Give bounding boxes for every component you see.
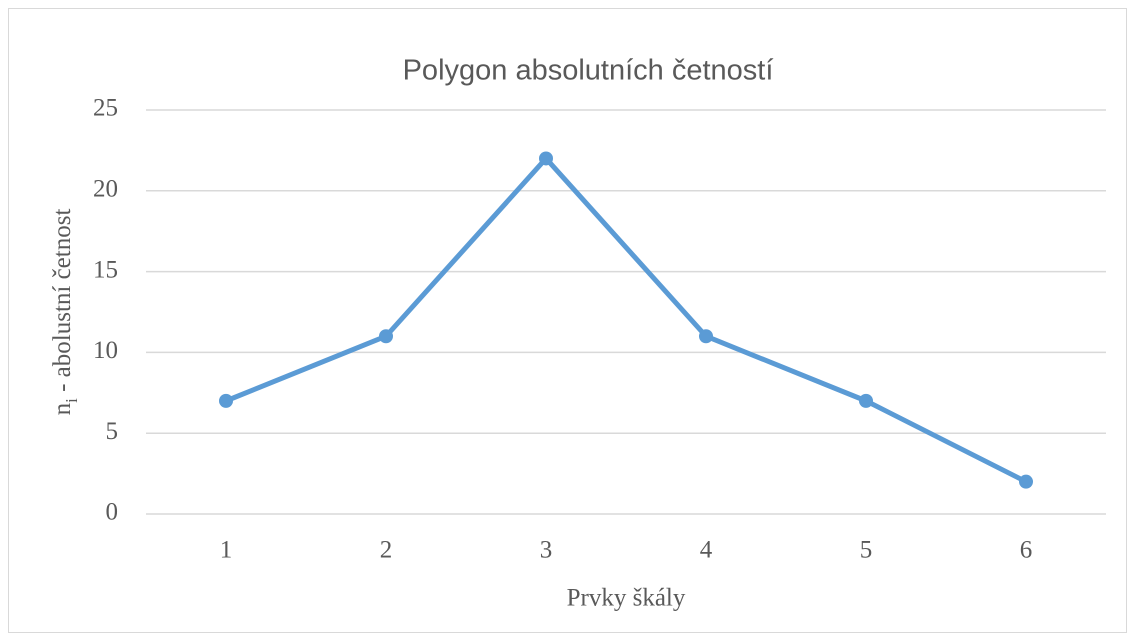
x-axis-title: Prvky škály — [567, 585, 686, 612]
y-tick-label: 20 — [93, 176, 118, 203]
chart-frame — [8, 8, 1127, 633]
x-tick-label: 6 — [1020, 537, 1033, 564]
y-axis-title: ni - abolustní četnost — [49, 209, 82, 416]
y-title-base: n — [49, 402, 76, 415]
x-tick-label: 5 — [860, 537, 873, 564]
y-tick-label: 25 — [93, 95, 118, 122]
chart-title: Polygon absolutních četností — [403, 55, 774, 87]
data-point — [1019, 474, 1033, 489]
y-tick-label: 10 — [93, 337, 118, 364]
data-point — [539, 151, 553, 166]
y-tick-label: 0 — [106, 499, 119, 526]
data-line — [225, 155, 1028, 484]
data-point — [859, 393, 873, 408]
y-tick-label: 5 — [106, 418, 119, 445]
x-tick-label: 3 — [540, 537, 553, 564]
data-point — [219, 393, 233, 408]
y-title-subscript: i — [62, 398, 81, 403]
x-tick-label: 2 — [380, 537, 393, 564]
data-point — [379, 329, 393, 344]
y-title-rest: - abolustní četnost — [49, 209, 76, 399]
y-tick-label: 15 — [93, 256, 118, 283]
x-tick-label: 4 — [700, 537, 713, 564]
x-tick-label: 1 — [220, 537, 233, 564]
data-point — [699, 329, 713, 344]
